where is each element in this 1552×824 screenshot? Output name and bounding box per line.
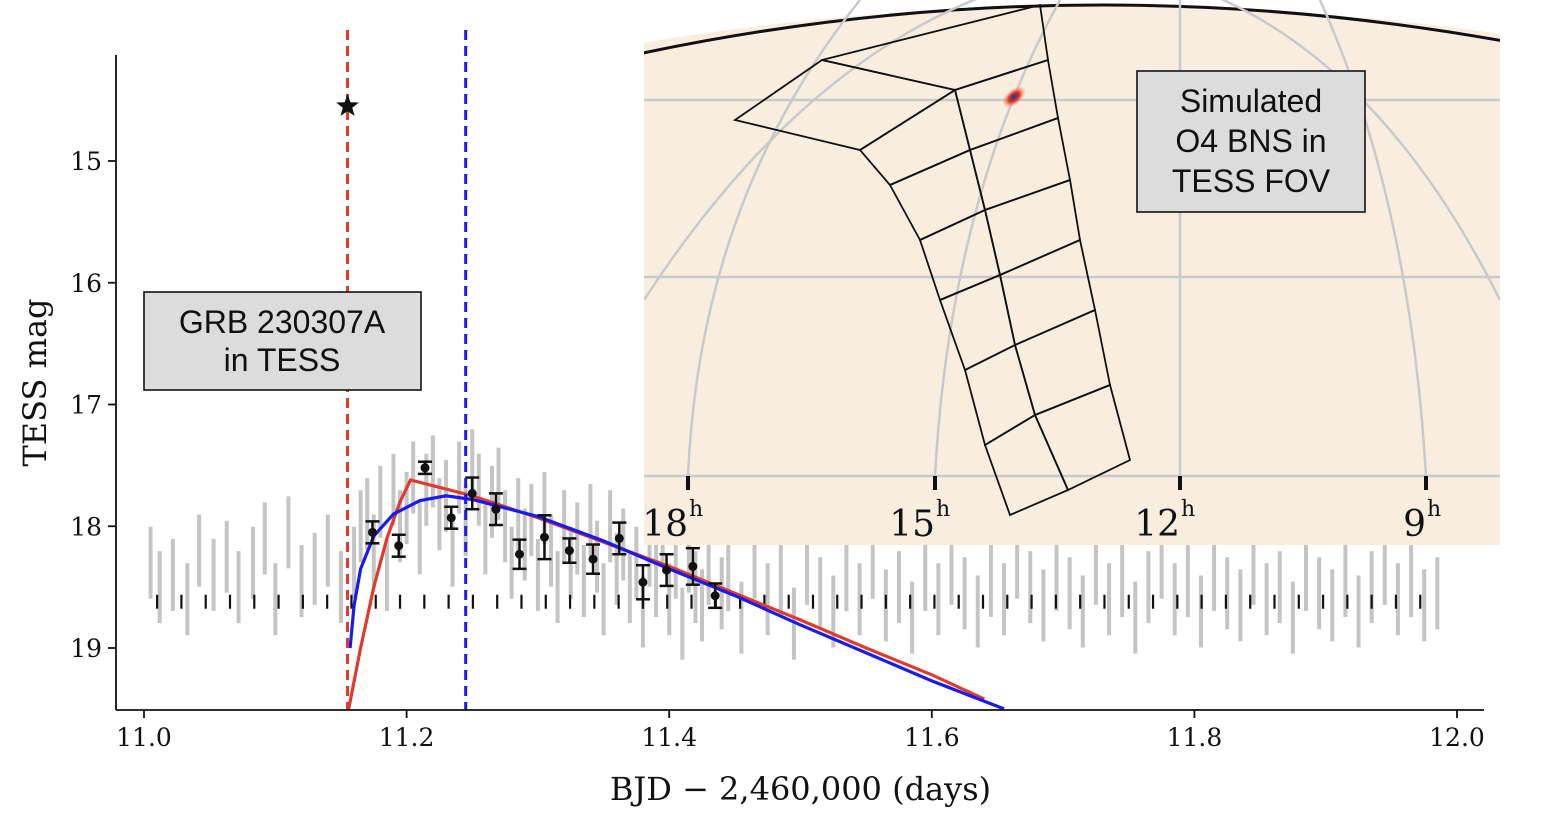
grb-star-marker [336,94,359,116]
ra-label: 12 [1134,504,1180,545]
binned-point [446,513,456,523]
graticule-line [644,0,978,301]
inset-label-box [1136,70,1366,213]
grb-label-box [143,291,422,391]
grb-label-line: GRB 230307A [179,304,386,340]
graticule-line [686,0,861,477]
binned-point [420,463,430,473]
binned-point [394,541,404,551]
binned-point [588,554,598,564]
graticule-line [1318,0,1428,477]
graticule-line [933,0,1062,477]
ra-unit: h [1181,497,1195,522]
x-tick-label: 11.2 [379,723,435,752]
grb-label: GRB 230307A in TESS [179,304,386,378]
y-tick-label: 18 [70,512,102,541]
binned-point [662,565,672,575]
x-axis-title: BJD − 2,460,000 (days) [610,770,991,808]
x-tick-label: 11.0 [116,723,172,752]
x-tick-label: 11.8 [1167,723,1223,752]
x-tick-label: 11.6 [904,723,960,752]
ra-label: 18 [642,504,688,545]
inset-label-line: TESS FOV [1172,163,1331,199]
binned-point [467,488,477,498]
y-tick-label: 16 [70,269,102,298]
ra-unit: h [1427,497,1441,522]
y-tick-label: 19 [70,634,102,663]
y-axis-title: TESS mag [16,298,54,466]
binned-point [710,591,720,601]
inset-label-line: O4 BNS in [1175,123,1326,159]
inset-label: Simulated O4 BNS in TESS FOV [1172,83,1331,199]
plot-area [148,429,1440,710]
sky-boundary [644,3,1500,55]
ra-label: 9 [1403,504,1426,545]
ra-label: 15 [889,504,935,545]
y-tick-label: 15 [70,147,102,176]
x-tick-label: 11.4 [641,723,697,752]
binned-point [491,504,501,514]
tess-ccd [1033,383,1132,492]
binned-point [688,561,698,571]
gw-localization [1002,86,1026,108]
binned-point [515,549,525,559]
model-curve [348,494,1005,710]
main-plot: 11.0 11.2 11.4 11.6 11.8 12.0 15 16 17 18 19 BJD − … [16,30,1485,808]
annotations: GRB 230307A in TESS [143,291,422,391]
grb-label-line: in TESS [224,342,341,378]
binned-point [564,546,574,556]
x-tick-label: 12.0 [1429,723,1485,752]
binned-point [614,533,624,543]
binned-point [367,527,377,537]
ra-unit: h [936,497,950,522]
ra-unit: h [689,497,703,522]
binned-point [539,532,549,542]
binned-point [638,577,648,587]
inset-label-line: Simulated [1180,83,1322,119]
y-tick-label: 17 [70,391,102,420]
